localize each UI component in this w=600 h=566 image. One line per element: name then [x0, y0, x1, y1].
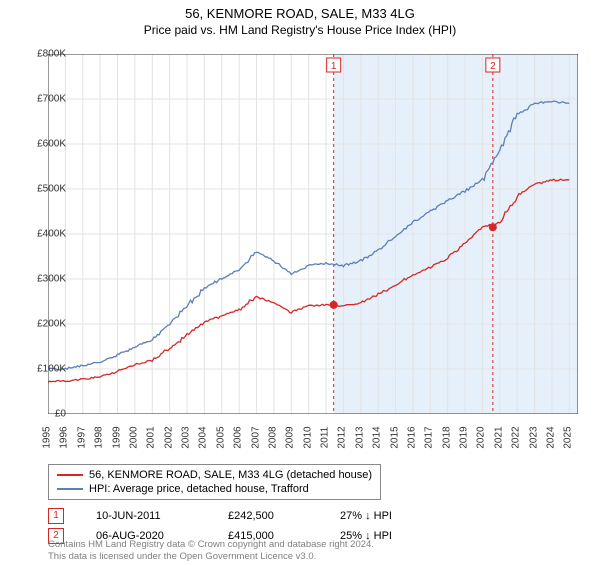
- x-tick-label: 2004: [198, 426, 209, 448]
- y-tick-label: £800K: [37, 49, 66, 60]
- chart-svg: 12: [48, 54, 578, 414]
- x-tick-label: 2016: [407, 426, 418, 448]
- x-tick-label: 2015: [389, 426, 400, 448]
- y-tick-label: £300K: [37, 274, 66, 285]
- y-tick-label: £200K: [37, 319, 66, 330]
- x-tick-label: 1999: [111, 426, 122, 448]
- x-tick-label: 1997: [76, 426, 87, 448]
- y-tick-label: £400K: [37, 229, 66, 240]
- legend-item: HPI: Average price, detached house, Traf…: [57, 482, 372, 496]
- x-tick-label: 2002: [163, 426, 174, 448]
- chart-subtitle: Price paid vs. HM Land Registry's House …: [0, 23, 600, 37]
- footer-attribution: Contains HM Land Registry data © Crown c…: [48, 539, 374, 562]
- y-tick-label: £0: [55, 409, 66, 420]
- x-tick-label: 2009: [285, 426, 296, 448]
- legend-swatch: [57, 474, 83, 476]
- legend-label: HPI: Average price, detached house, Traf…: [89, 483, 309, 495]
- y-tick-label: £600K: [37, 139, 66, 150]
- svg-text:1: 1: [331, 61, 337, 72]
- x-tick-label: 2017: [424, 426, 435, 448]
- x-tick-label: 2007: [250, 426, 261, 448]
- sale-delta: 27% ↓ HPI: [340, 510, 420, 522]
- x-tick-label: 2010: [302, 426, 313, 448]
- x-tick-label: 2012: [337, 426, 348, 448]
- x-tick-label: 2008: [268, 426, 279, 448]
- y-tick-label: £700K: [37, 94, 66, 105]
- x-tick-label: 1996: [59, 426, 70, 448]
- x-tick-label: 2019: [459, 426, 470, 448]
- svg-text:2: 2: [490, 61, 496, 72]
- legend: 56, KENMORE ROAD, SALE, M33 4LG (detache…: [48, 464, 381, 500]
- x-tick-label: 1998: [94, 426, 105, 448]
- x-tick-label: 2024: [546, 426, 557, 448]
- footer-line: This data is licensed under the Open Gov…: [48, 551, 374, 562]
- x-tick-label: 2001: [146, 426, 157, 448]
- chart-area: 12: [48, 54, 578, 414]
- x-tick-label: 2013: [354, 426, 365, 448]
- footer-line: Contains HM Land Registry data © Crown c…: [48, 539, 374, 550]
- x-tick-label: 2021: [493, 426, 504, 448]
- x-tick-label: 1995: [42, 426, 53, 448]
- x-tick-label: 2005: [215, 426, 226, 448]
- sale-price: £242,500: [228, 510, 308, 522]
- x-tick-label: 2022: [511, 426, 522, 448]
- x-tick-label: 2003: [181, 426, 192, 448]
- legend-swatch: [57, 488, 83, 490]
- sale-marker-icon: 1: [48, 508, 64, 524]
- x-tick-label: 2000: [129, 426, 140, 448]
- x-tick-label: 2011: [319, 427, 330, 449]
- x-tick-label: 2025: [563, 426, 574, 448]
- x-tick-label: 2023: [528, 426, 539, 448]
- sale-date: 10-JUN-2011: [96, 510, 196, 522]
- x-tick-label: 2020: [476, 426, 487, 448]
- x-tick-label: 2014: [372, 426, 383, 448]
- legend-item: 56, KENMORE ROAD, SALE, M33 4LG (detache…: [57, 468, 372, 482]
- y-tick-label: £500K: [37, 184, 66, 195]
- chart-title: 56, KENMORE ROAD, SALE, M33 4LG: [0, 6, 600, 21]
- x-tick-label: 2018: [441, 426, 452, 448]
- sale-row: 1 10-JUN-2011 £242,500 27% ↓ HPI: [48, 506, 420, 526]
- y-tick-label: £100K: [37, 364, 66, 375]
- x-tick-label: 2006: [233, 426, 244, 448]
- legend-label: 56, KENMORE ROAD, SALE, M33 4LG (detache…: [89, 469, 372, 481]
